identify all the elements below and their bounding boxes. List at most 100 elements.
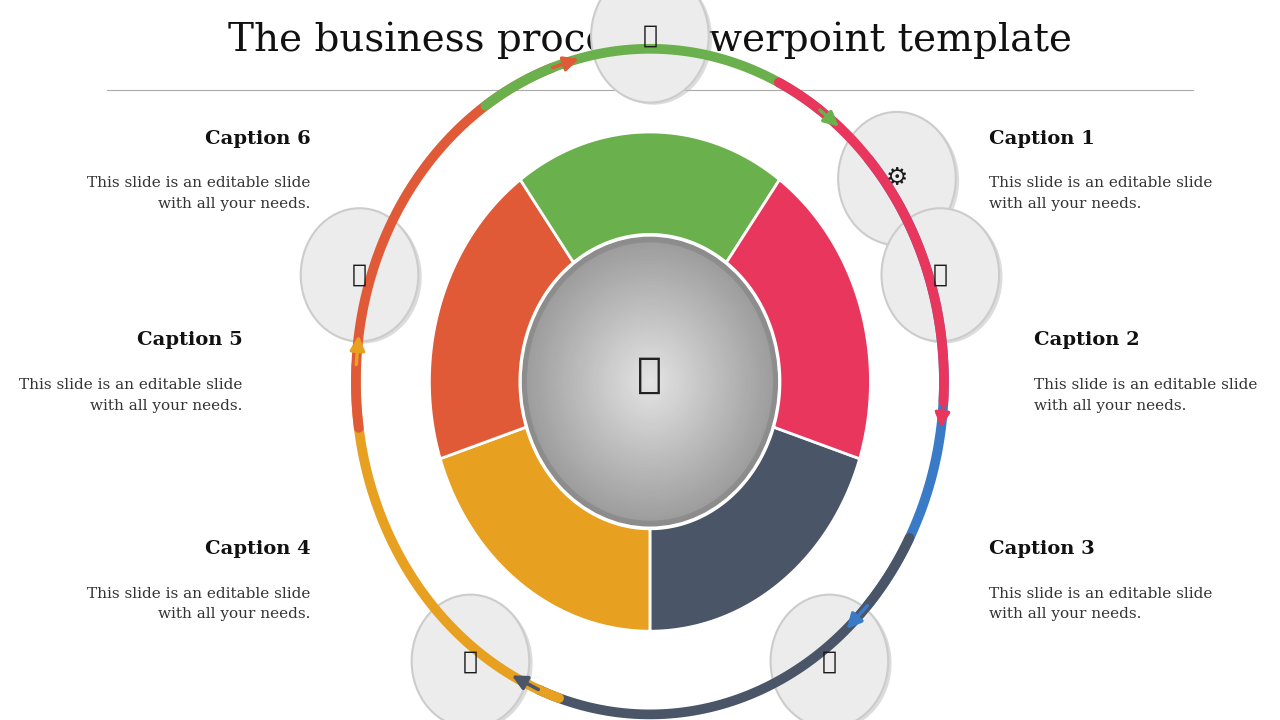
Ellipse shape — [614, 342, 685, 421]
Ellipse shape — [571, 292, 728, 471]
Ellipse shape — [520, 235, 780, 528]
Ellipse shape — [412, 595, 529, 720]
Ellipse shape — [611, 336, 690, 427]
Ellipse shape — [526, 241, 774, 522]
Text: The business process powerpoint template: The business process powerpoint template — [228, 22, 1071, 59]
Ellipse shape — [577, 300, 722, 464]
Ellipse shape — [596, 322, 703, 441]
Ellipse shape — [547, 264, 754, 499]
Text: Caption 2: Caption 2 — [1034, 331, 1140, 349]
Ellipse shape — [593, 317, 707, 446]
Text: Caption 6: Caption 6 — [205, 130, 311, 148]
Ellipse shape — [553, 271, 748, 492]
Ellipse shape — [607, 333, 694, 431]
Ellipse shape — [774, 597, 892, 720]
Ellipse shape — [605, 331, 695, 432]
Ellipse shape — [588, 310, 713, 453]
Polygon shape — [440, 427, 650, 631]
Ellipse shape — [575, 296, 726, 467]
Ellipse shape — [591, 0, 709, 102]
Ellipse shape — [552, 270, 749, 493]
Ellipse shape — [603, 329, 696, 434]
Ellipse shape — [771, 595, 888, 720]
Ellipse shape — [599, 324, 700, 439]
Text: This slide is an editable slide
with all your needs.: This slide is an editable slide with all… — [87, 587, 311, 621]
Ellipse shape — [882, 208, 1000, 341]
Ellipse shape — [564, 285, 735, 478]
Ellipse shape — [564, 285, 735, 478]
Ellipse shape — [568, 289, 732, 474]
Ellipse shape — [620, 347, 680, 416]
Polygon shape — [520, 132, 780, 263]
Ellipse shape — [531, 247, 769, 516]
Ellipse shape — [305, 210, 421, 343]
Ellipse shape — [636, 366, 664, 397]
Ellipse shape — [545, 263, 755, 500]
Ellipse shape — [643, 373, 658, 390]
Ellipse shape — [602, 328, 698, 436]
Text: 💼: 💼 — [822, 649, 837, 673]
Polygon shape — [650, 427, 860, 631]
Polygon shape — [429, 180, 573, 459]
Ellipse shape — [584, 307, 717, 456]
Ellipse shape — [621, 348, 678, 415]
Ellipse shape — [617, 343, 684, 420]
Ellipse shape — [649, 380, 652, 383]
Ellipse shape — [541, 259, 758, 504]
Text: This slide is an editable slide
with all your needs.: This slide is an editable slide with all… — [19, 378, 243, 413]
Text: Caption 5: Caption 5 — [137, 331, 243, 349]
Ellipse shape — [626, 355, 673, 408]
Ellipse shape — [529, 245, 771, 518]
Ellipse shape — [630, 359, 669, 404]
Ellipse shape — [838, 112, 956, 245]
Ellipse shape — [548, 266, 751, 497]
Text: 🎯: 🎯 — [463, 649, 477, 673]
Polygon shape — [650, 132, 870, 459]
Ellipse shape — [562, 282, 739, 481]
Ellipse shape — [556, 275, 744, 488]
Ellipse shape — [534, 251, 765, 513]
Ellipse shape — [577, 300, 722, 464]
Ellipse shape — [623, 352, 676, 411]
Text: Caption 1: Caption 1 — [989, 130, 1096, 148]
Text: ⚙: ⚙ — [886, 166, 908, 191]
Ellipse shape — [627, 356, 673, 408]
Ellipse shape — [590, 315, 709, 449]
Ellipse shape — [554, 274, 745, 489]
Text: Caption 4: Caption 4 — [205, 540, 311, 558]
Ellipse shape — [584, 307, 716, 456]
Text: 📊: 📊 — [352, 263, 367, 287]
Ellipse shape — [608, 335, 691, 428]
Ellipse shape — [639, 369, 660, 394]
Ellipse shape — [549, 268, 750, 495]
Ellipse shape — [613, 340, 686, 423]
Ellipse shape — [543, 261, 756, 503]
Text: 👥: 👥 — [637, 354, 663, 395]
Ellipse shape — [594, 0, 712, 104]
Ellipse shape — [558, 278, 741, 485]
Text: This slide is an editable slide
with all your needs.: This slide is an editable slide with all… — [87, 176, 311, 211]
Ellipse shape — [884, 210, 1002, 343]
Text: 🤝: 🤝 — [933, 263, 947, 287]
Text: This slide is an editable slide
with all your needs.: This slide is an editable slide with all… — [1034, 378, 1258, 413]
Ellipse shape — [640, 370, 660, 393]
Ellipse shape — [532, 248, 768, 515]
Ellipse shape — [594, 318, 707, 445]
Ellipse shape — [841, 114, 959, 247]
Ellipse shape — [596, 320, 704, 443]
Ellipse shape — [559, 279, 741, 485]
Ellipse shape — [586, 310, 713, 453]
Ellipse shape — [600, 325, 700, 438]
Ellipse shape — [645, 377, 654, 387]
Ellipse shape — [623, 351, 677, 413]
Ellipse shape — [301, 208, 419, 341]
Ellipse shape — [634, 363, 667, 400]
Ellipse shape — [538, 253, 763, 510]
Ellipse shape — [540, 257, 760, 506]
Ellipse shape — [562, 282, 739, 482]
Text: Caption 3: Caption 3 — [989, 540, 1094, 558]
Ellipse shape — [568, 289, 732, 474]
Ellipse shape — [632, 362, 667, 401]
Ellipse shape — [645, 377, 654, 387]
Ellipse shape — [415, 597, 532, 720]
